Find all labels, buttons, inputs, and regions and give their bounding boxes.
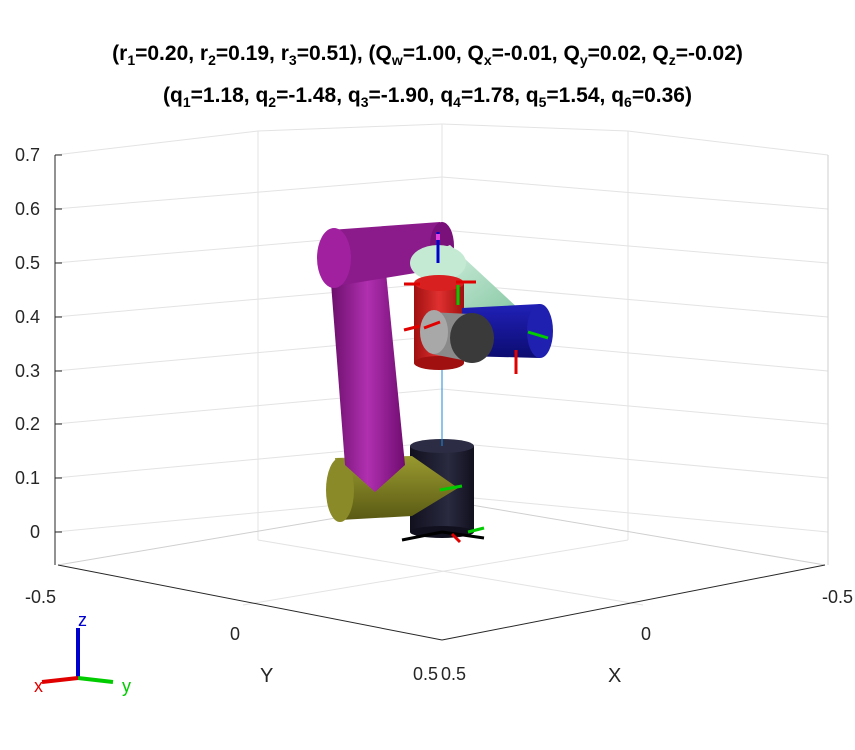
x-tick-label: 0.5 [441,664,466,684]
robot-base [402,360,484,542]
y-tick-label: 0.5 [413,664,438,684]
z-axis-tick-marks [55,155,62,532]
x-tick-label: 0 [641,624,651,644]
x-tick-label: -0.5 [822,587,853,607]
triad-x-label: x [34,676,43,696]
z-tick-label: 0.1 [15,468,40,488]
triad-y-label: y [122,676,131,696]
z-tick-label: 0.2 [15,414,40,434]
y-tick-label: 0 [230,624,240,644]
orientation-triad: z y x [34,610,131,696]
z-tick-label: 0.6 [15,199,40,219]
z-axis-ticks: 0.7 0.6 0.5 0.4 0.3 0.2 0.1 0 [15,145,40,542]
y-tick-label: -0.5 [25,587,56,607]
z-tick-label: 0.3 [15,361,40,381]
z-tick-label: 0.7 [15,145,40,165]
z-tick-label: 0.5 [15,253,40,273]
x-axis-label: X [608,665,621,687]
z-tick-label: 0.4 [15,307,40,327]
x-axis-ticks: 0.5 0 -0.5 X [441,587,853,687]
z-tick-label: 0 [30,522,40,542]
y-axis-label: Y [260,665,273,687]
y-axis-ticks: -0.5 0 0.5 Y [25,587,438,687]
triad-z-label: z [78,610,87,630]
